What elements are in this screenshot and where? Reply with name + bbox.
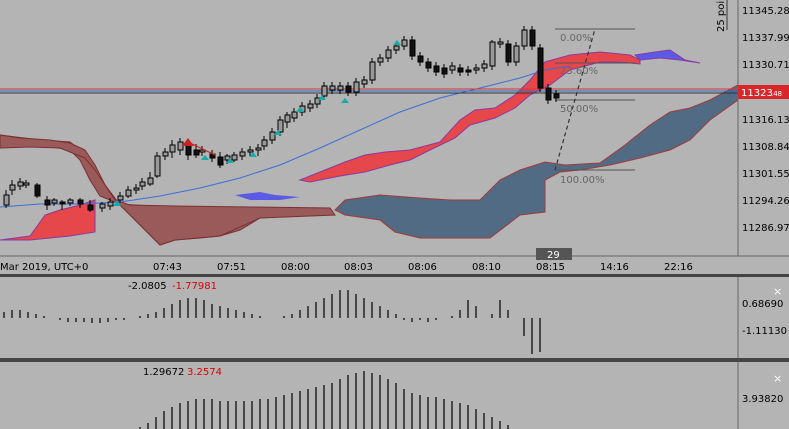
panel-separator[interactable] xyxy=(0,358,789,362)
svg-text:29: 29 xyxy=(547,250,560,261)
indicator-panel-1[interactable]: -2.0805 -1.77981 0.68690 -1.11130 × xyxy=(3,277,787,358)
kijun-line xyxy=(0,65,571,208)
price-axis[interactable] xyxy=(738,0,789,256)
ichimoku-cloud-purple-right xyxy=(633,49,701,64)
price-label: 11330.71 xyxy=(742,60,789,71)
indicator-value-b: -1.77981 xyxy=(172,281,217,292)
indicator-value-a: -2.0805 xyxy=(128,281,167,292)
fibo-level-1000: 100.00% xyxy=(560,175,605,186)
time-label: Mar 2019, UTC+0 xyxy=(0,262,88,273)
current-price-badge: 11323 .48 xyxy=(738,85,789,99)
price-label: 11345.28 xyxy=(742,6,789,17)
range-label: 25 poi xyxy=(716,1,727,32)
scale-label: -1.11130 xyxy=(742,326,787,337)
time-label: 07:43 xyxy=(153,262,182,273)
ichimoku-cloud-bull-left xyxy=(0,199,96,241)
price-label: 11308.84 xyxy=(742,142,789,153)
time-label: 08:03 xyxy=(344,262,373,273)
ichimoku-cloud-purple-small xyxy=(235,192,300,200)
scale-label: 3.93820 xyxy=(742,394,783,405)
ichimoku-cloud-bull-right xyxy=(298,51,641,183)
panel-separator[interactable] xyxy=(0,274,789,277)
fibo-level-236: 23.60% xyxy=(560,66,598,77)
indicator-value-b: 3.2574 xyxy=(187,367,222,378)
price-label: 11286.97 xyxy=(742,223,789,234)
time-label: 07:51 xyxy=(217,262,246,273)
price-label: 11301.55 xyxy=(742,169,789,180)
current-price-main: 11323 xyxy=(741,88,773,99)
signal-arrows xyxy=(113,40,401,206)
trend-line xyxy=(187,141,216,156)
price-label: 11294.26 xyxy=(742,196,789,207)
fibo-level-500: 50.00% xyxy=(560,104,598,115)
time-marker-badge: 29 xyxy=(536,248,572,261)
price-label: 11316.13 xyxy=(742,115,789,126)
main-price-panel[interactable]: 0.00% 23.60% 50.00% 100.00% 11345.28 113… xyxy=(0,0,789,273)
indicator1-histogram xyxy=(3,290,541,354)
fibo-level-0: 0.00% xyxy=(560,33,592,44)
time-label: 14:16 xyxy=(600,262,629,273)
ichimoku-cloud-bear-upper xyxy=(0,134,336,246)
scale-label: 0.68690 xyxy=(742,299,783,310)
fibonacci-retracement[interactable]: 0.00% 23.60% 50.00% 100.00% xyxy=(554,28,635,186)
time-label: 08:06 xyxy=(408,262,437,273)
indicator2-histogram xyxy=(139,371,509,429)
close-icon[interactable]: × xyxy=(773,285,782,298)
time-label: 08:00 xyxy=(281,262,310,273)
candlesticks xyxy=(3,26,560,212)
price-label: 11337.99 xyxy=(742,33,789,44)
close-icon[interactable]: × xyxy=(773,372,782,385)
indicator-panel-2[interactable]: 1.29672 3.2574 3.93820 × xyxy=(139,362,783,429)
indicator-value-a: 1.29672 xyxy=(143,367,184,378)
time-label: 22:16 xyxy=(664,262,693,273)
time-label: 08:10 xyxy=(472,262,501,273)
time-label: 08:15 xyxy=(536,262,565,273)
current-price-frac: .48 xyxy=(771,90,782,98)
